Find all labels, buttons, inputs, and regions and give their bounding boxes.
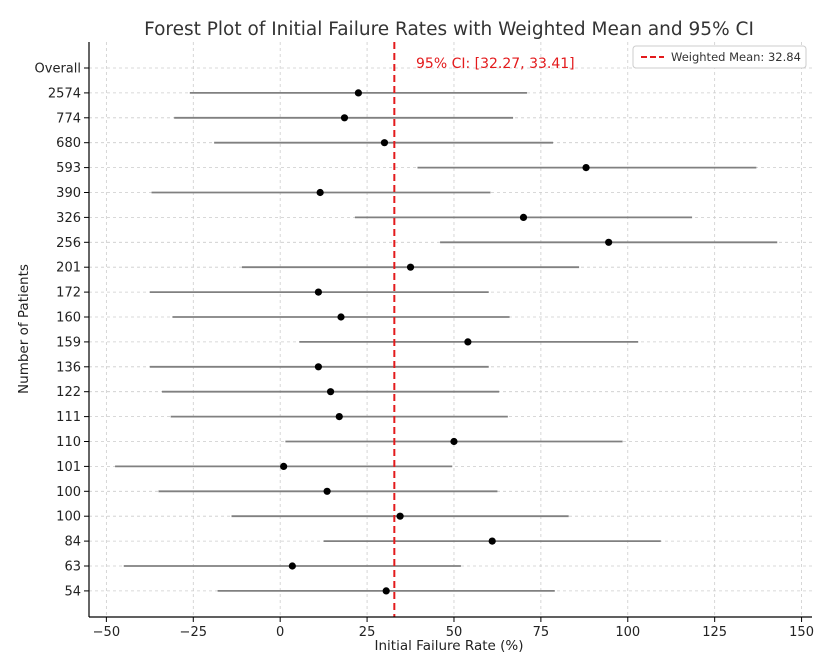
x-tick-label: −50 bbox=[93, 625, 120, 640]
y-tick-label: 390 bbox=[56, 186, 81, 201]
y-tick-label: 84 bbox=[64, 535, 81, 550]
point-estimate bbox=[519, 213, 528, 221]
x-tick-label: 50 bbox=[446, 625, 463, 640]
x-tick-label: 0 bbox=[276, 625, 284, 640]
legend-label: Weighted Mean: 32.84 bbox=[671, 50, 801, 64]
y-tick-label: 159 bbox=[56, 335, 81, 350]
point-estimate bbox=[488, 537, 496, 545]
y-tick-label: 774 bbox=[56, 111, 81, 126]
point-estimate bbox=[582, 164, 590, 172]
y-tick-label: 136 bbox=[56, 360, 81, 375]
point-estimate bbox=[316, 188, 324, 197]
x-tick-label: 25 bbox=[359, 625, 376, 640]
point-estimate bbox=[406, 263, 415, 271]
y-tick-label: 54 bbox=[64, 584, 81, 599]
x-tick-label: −25 bbox=[180, 625, 207, 640]
y-tick-label: 201 bbox=[56, 261, 81, 276]
point-estimate bbox=[340, 114, 349, 122]
x-tick-label: 100 bbox=[615, 625, 640, 640]
y-tick-label: 2574 bbox=[48, 86, 81, 101]
x-tick-label: 150 bbox=[789, 625, 814, 640]
axes bbox=[84, 42, 812, 622]
point-estimate bbox=[605, 238, 613, 246]
ci-annotation: 95% CI: [32.27, 33.41] bbox=[416, 56, 575, 72]
y-tick-label: Overall bbox=[35, 62, 81, 77]
point-estimate bbox=[288, 562, 296, 570]
legend-box bbox=[632, 45, 807, 69]
point-estimate bbox=[354, 89, 362, 97]
y-tick-label: 593 bbox=[56, 161, 81, 176]
x-tick-label: 125 bbox=[702, 625, 727, 640]
y-tick-label: 160 bbox=[56, 311, 81, 326]
y-tick-label: 680 bbox=[56, 136, 81, 151]
point-estimate bbox=[314, 288, 323, 296]
y-tick-label: 63 bbox=[64, 560, 81, 575]
point-estimate bbox=[450, 437, 458, 446]
y-tick-label: 172 bbox=[56, 286, 81, 301]
point-estimate bbox=[337, 313, 345, 321]
y-tick-label: 100 bbox=[56, 510, 81, 525]
point-estimate bbox=[335, 413, 343, 421]
y-axis-label: Number of Patients bbox=[16, 264, 32, 394]
point-estimates bbox=[280, 89, 613, 595]
y-tick-label: 326 bbox=[56, 211, 81, 226]
y-tick-label: 110 bbox=[56, 435, 81, 450]
y-tick-labels: Overall 2574 774 680 593 390 326 256 201 172 160 15… bbox=[35, 62, 81, 600]
y-tick-label: 111 bbox=[56, 410, 81, 425]
point-estimate bbox=[396, 512, 404, 520]
point-estimate bbox=[326, 388, 335, 396]
legend: Weighted Mean: 32.84 bbox=[632, 45, 807, 69]
x-tick-labels: −50 −25 0 25 50 75 100 125 150 bbox=[93, 625, 814, 640]
point-estimate bbox=[314, 363, 323, 371]
y-tick-label: 122 bbox=[56, 385, 81, 400]
grid bbox=[89, 42, 812, 617]
y-tick-label: 100 bbox=[56, 485, 81, 500]
y-tick-label: 101 bbox=[56, 460, 81, 475]
x-tick-label: 75 bbox=[533, 625, 550, 640]
x-axis-label: Initial Failure Rate (%) bbox=[375, 638, 524, 654]
y-tick-label: 256 bbox=[56, 236, 81, 251]
point-estimate bbox=[464, 338, 472, 346]
point-estimate bbox=[380, 139, 389, 147]
point-estimate bbox=[382, 587, 390, 595]
point-estimate bbox=[323, 487, 331, 495]
chart-title: Forest Plot of Initial Failure Rates wit… bbox=[144, 19, 754, 40]
point-estimate bbox=[280, 462, 288, 470]
